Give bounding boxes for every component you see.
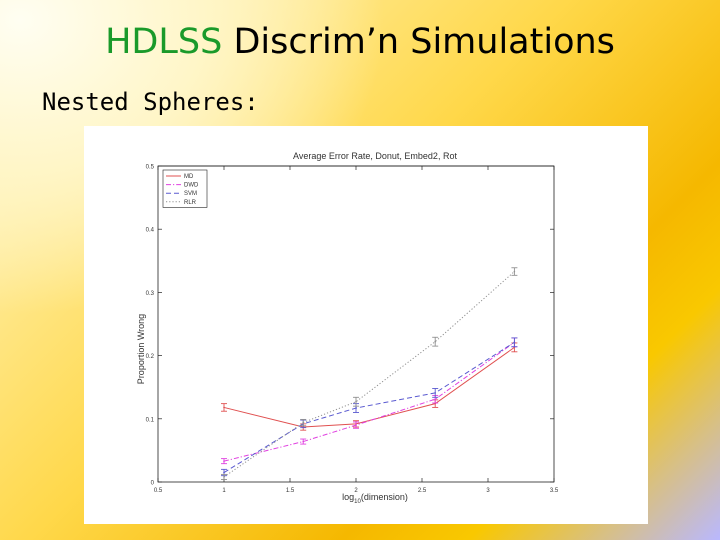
data-point xyxy=(513,341,516,344)
series-rlr xyxy=(221,267,518,480)
legend-label: RLR xyxy=(184,200,197,206)
x-tick-label: 3 xyxy=(486,488,490,494)
data-point xyxy=(223,460,225,462)
x-tick-label: 0.5 xyxy=(154,488,163,494)
y-tick-label: 0.1 xyxy=(146,417,155,423)
x-tick-label: 3.5 xyxy=(550,488,559,494)
x-tick-label: 2.5 xyxy=(418,488,427,494)
y-tick-label: 0.3 xyxy=(146,291,155,297)
y-tick-label: 0.4 xyxy=(146,228,155,234)
data-point xyxy=(223,476,225,478)
data-point xyxy=(355,400,357,403)
slide-title-rest: Discrim’n Simulations xyxy=(233,22,615,62)
y-tick-label: 0.2 xyxy=(146,354,155,360)
data-point xyxy=(513,270,516,273)
series-line xyxy=(223,341,515,473)
y-axis-label: Proportion Wrong xyxy=(136,314,146,384)
series-line xyxy=(223,341,515,462)
data-point xyxy=(434,340,437,343)
x-tick-label: 1.5 xyxy=(286,488,295,494)
data-point xyxy=(223,471,225,474)
series-svm xyxy=(221,337,518,477)
slide-title: HDLSS Discrim’n Simulations xyxy=(0,22,720,62)
x-tick-label: 2 xyxy=(354,488,358,494)
legend-label: DWD xyxy=(184,183,199,189)
legend-label: SVM xyxy=(184,191,197,197)
error-rate-chart: Average Error Rate, Donut, Embed2, Rot P… xyxy=(136,151,559,505)
series-dwd xyxy=(221,337,518,465)
data-point xyxy=(302,440,304,443)
y-tick-label: 0.5 xyxy=(146,165,155,171)
y-tick-label: 0 xyxy=(151,481,155,487)
slide-title-highlight: HDLSS xyxy=(105,22,223,62)
chart-title: Average Error Rate, Donut, Embed2, Rot xyxy=(293,151,457,161)
series-md xyxy=(221,342,518,431)
data-point xyxy=(434,392,437,394)
data-point xyxy=(355,407,357,409)
data-point xyxy=(302,421,304,424)
series-line xyxy=(223,271,515,478)
series-line xyxy=(223,346,515,428)
chart-figure: Average Error Rate, Donut, Embed2, Rot P… xyxy=(84,126,648,524)
x-tick-label: 1 xyxy=(222,488,226,494)
data-point xyxy=(434,398,437,401)
x-axis-label: log10(dimension) xyxy=(342,492,408,505)
data-point xyxy=(223,406,225,409)
legend-label: MD xyxy=(184,174,194,180)
plot-frame xyxy=(157,165,555,483)
slide-subtitle: Nested Spheres: xyxy=(42,88,259,116)
data-point xyxy=(355,424,357,426)
